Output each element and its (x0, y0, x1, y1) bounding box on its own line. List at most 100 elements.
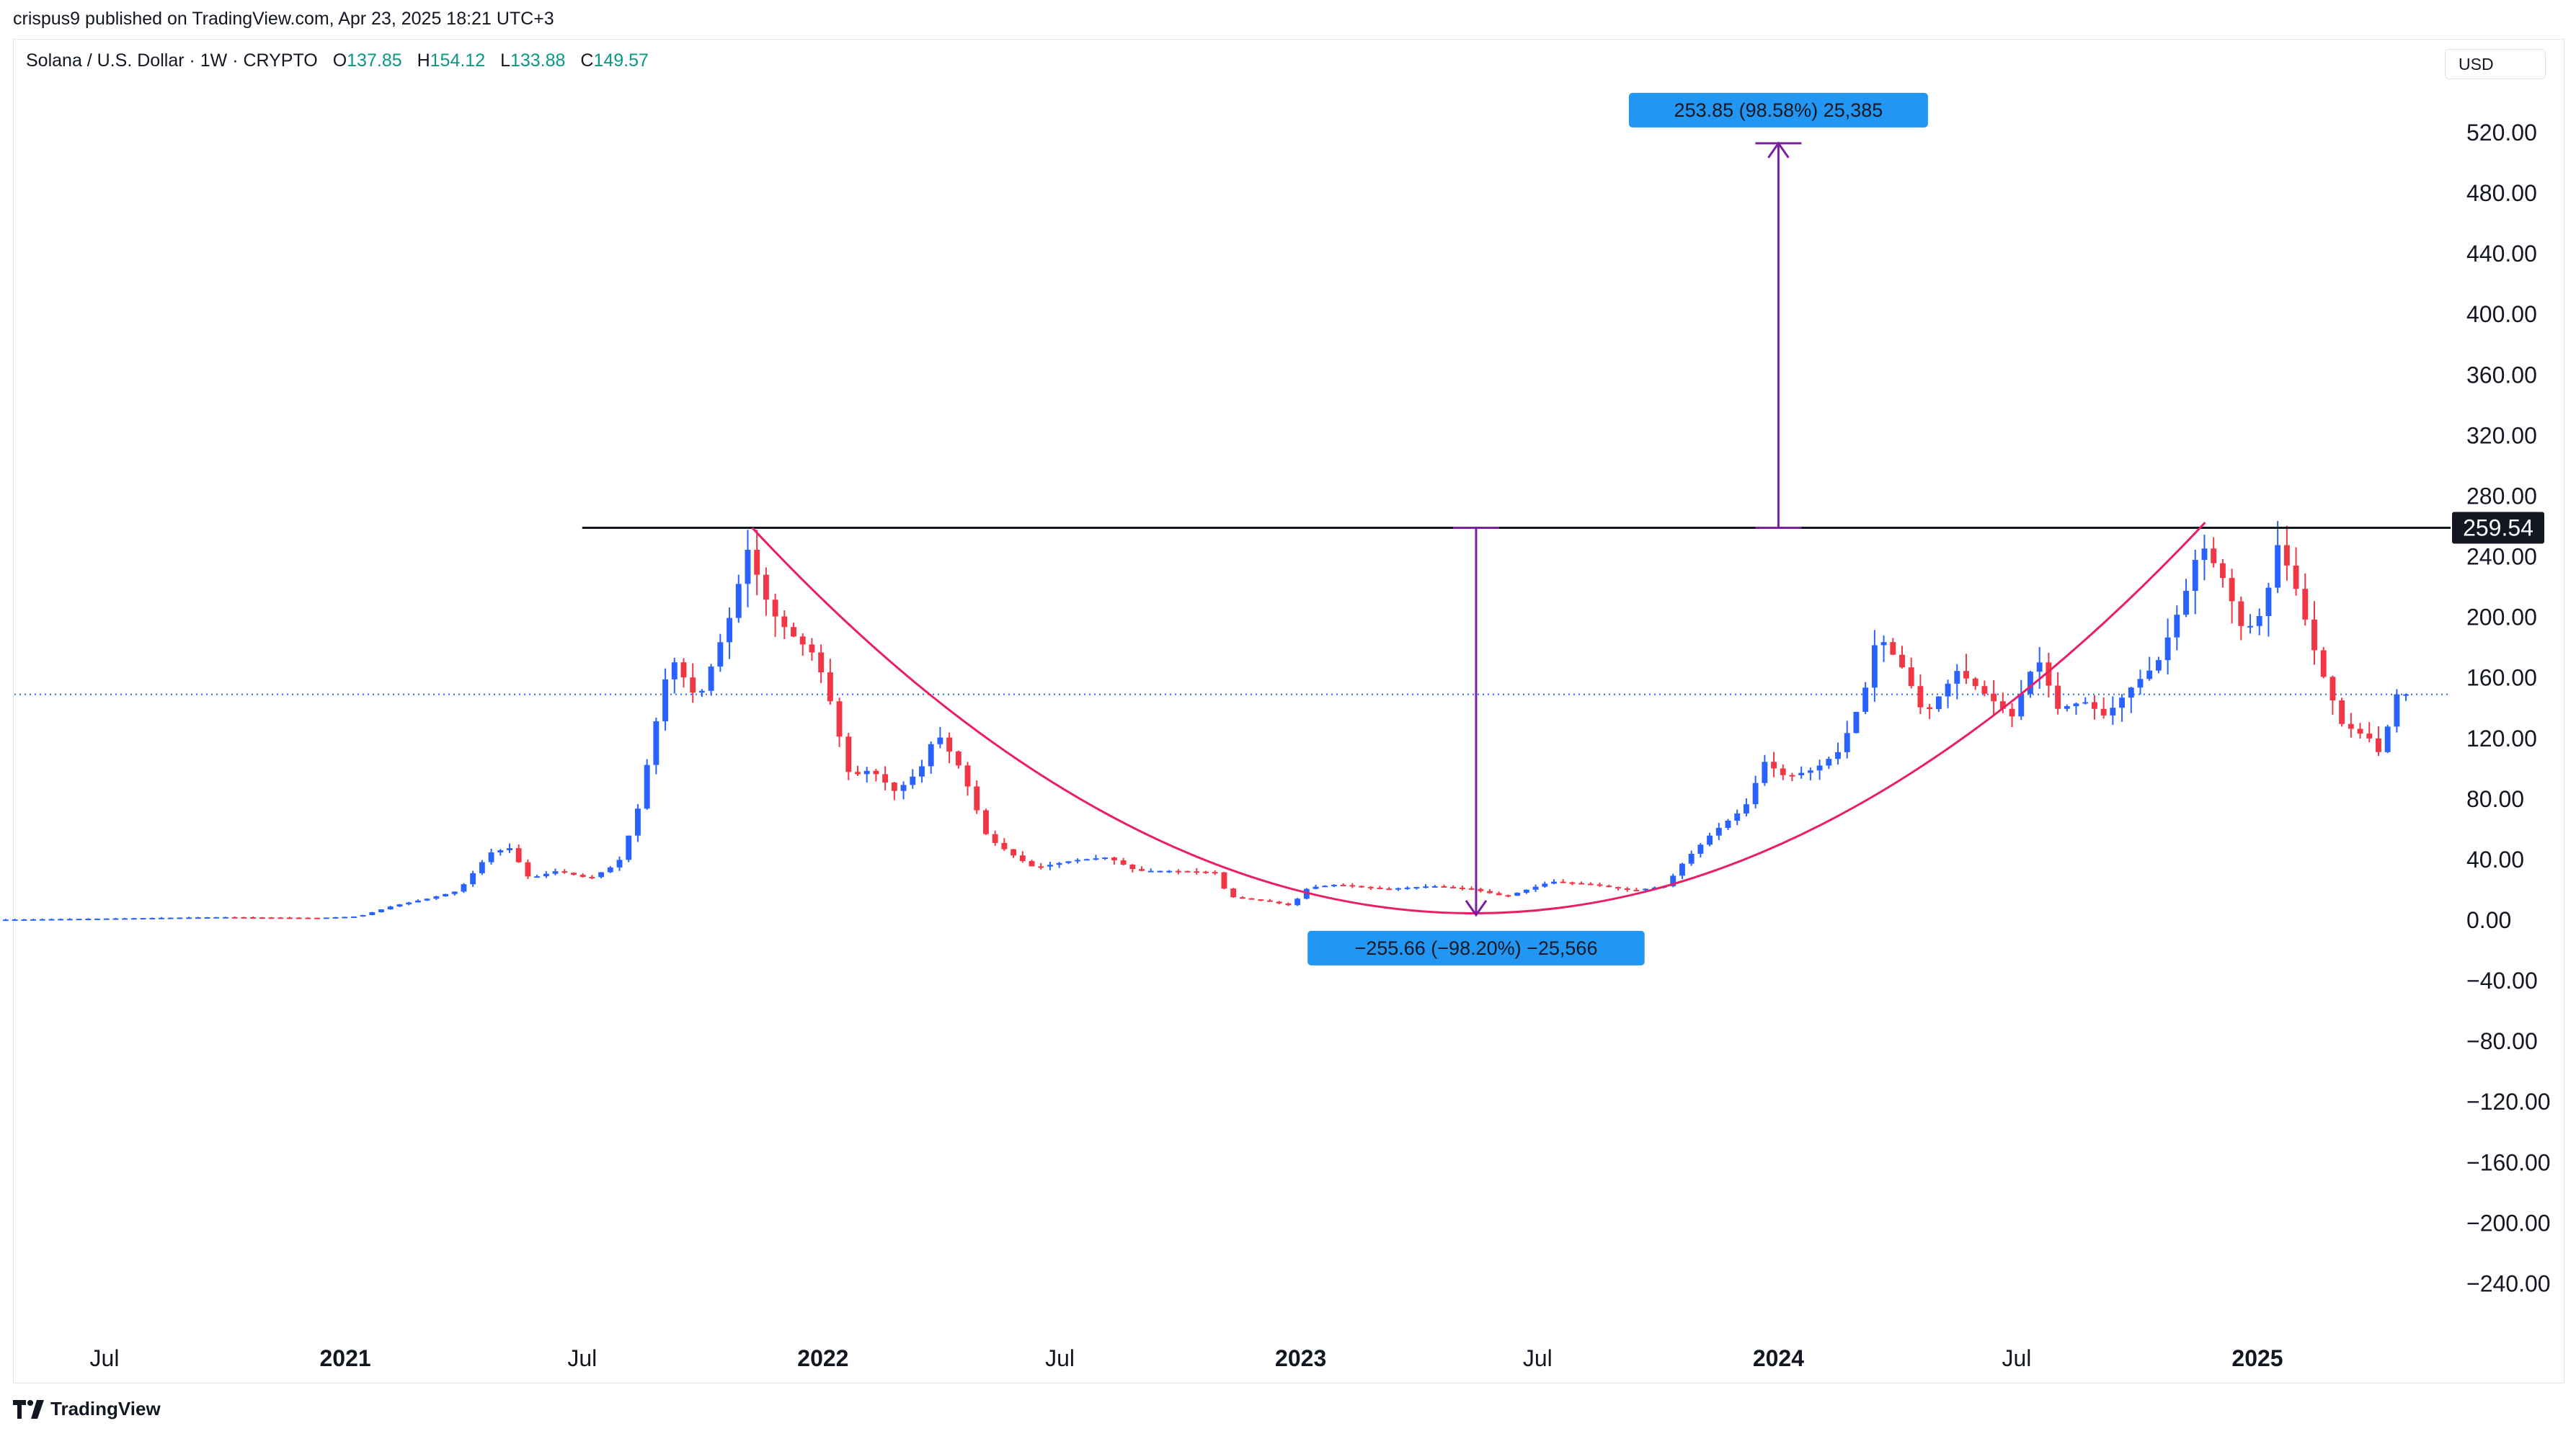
price-tick-label: 40.00 (2466, 847, 2524, 873)
candle-body (2036, 662, 2043, 672)
candle-body (534, 876, 541, 878)
footer-brand[interactable]: TradingView (13, 1398, 161, 1420)
candle-body (1862, 687, 1869, 712)
candle-body (223, 917, 228, 919)
price-tick-label: 360.00 (2466, 362, 2537, 388)
candle-body (2329, 677, 2336, 701)
candle-body (1981, 686, 1988, 694)
candle-body (433, 896, 440, 899)
candle-body (1743, 804, 1749, 813)
candle-body (332, 917, 339, 919)
candle-body (470, 873, 476, 885)
candle-body (653, 721, 659, 765)
currency-button[interactable]: USD (2445, 49, 2546, 79)
candle-body (1935, 696, 1942, 710)
candle-body (2174, 615, 2180, 638)
candle-body (1578, 883, 1585, 885)
candle-body (1826, 759, 1832, 766)
candle-body (1587, 883, 1594, 886)
open-label: O (332, 50, 347, 71)
candle-body (1505, 895, 1511, 897)
candle-body (497, 850, 504, 852)
candle-body (1972, 678, 1978, 687)
candle-body (112, 918, 119, 920)
symbol-name[interactable]: Solana / U.S. Dollar · 1W · CRYPTO (26, 50, 318, 71)
candle-body (140, 918, 146, 920)
candle-body (122, 918, 128, 920)
candle-body (2155, 660, 2162, 671)
price-tick-label: −240.00 (2466, 1270, 2551, 1296)
candle-body (1459, 887, 1465, 889)
candle-body (1313, 886, 1319, 889)
price-tick-label: 80.00 (2466, 786, 2524, 812)
candle-body (626, 835, 632, 860)
candle-body (1038, 866, 1044, 868)
candle-body (1111, 857, 1117, 861)
candle-body (241, 917, 247, 919)
candle-body (2348, 723, 2354, 729)
candle-body (1276, 901, 1282, 904)
candle-body (2376, 738, 2381, 752)
candle-body (12, 919, 18, 922)
candle-body (414, 900, 421, 903)
candle-body (296, 917, 302, 919)
candle-body (48, 919, 55, 921)
candle-body (937, 737, 943, 744)
candle-body (2311, 619, 2317, 651)
candle-body (2110, 708, 2116, 716)
candle-body (2128, 687, 2134, 698)
candle-body (1413, 887, 1420, 889)
candle-body (1532, 886, 1539, 890)
candle-body (2339, 700, 2345, 724)
candle-body (1359, 886, 1365, 888)
candle-body (2009, 708, 2015, 717)
candle-body (1523, 889, 1529, 893)
candle-body (1697, 844, 1704, 854)
candle-body (2064, 706, 2070, 709)
candle-body (1377, 887, 1383, 889)
candle-body (910, 776, 916, 785)
candle-body (1807, 770, 1813, 773)
published-by: crispus9 published on TradingView.com, A… (13, 9, 554, 29)
candle-body (1011, 849, 1017, 856)
candle-body (561, 871, 568, 873)
candle-body (515, 848, 522, 862)
candle-body (1514, 892, 1521, 896)
candle-body (1230, 888, 1237, 898)
candle-body (103, 918, 110, 920)
candle-body (2, 919, 9, 922)
time-tick-label: 2021 (320, 1345, 371, 1371)
time-tick-label: Jul (1045, 1345, 1075, 1371)
candle-body (30, 919, 36, 921)
candle-body (836, 701, 843, 737)
candle-body (1762, 762, 1768, 783)
candle-body (130, 918, 137, 920)
candle-body (2055, 685, 2061, 709)
candle-body (946, 737, 953, 752)
candle-body (451, 891, 458, 894)
candle-body (1670, 875, 1676, 886)
candle-body (571, 873, 577, 875)
candle-body (2018, 694, 2025, 717)
price-tick-label: −40.00 (2466, 968, 2538, 994)
candle-body (745, 550, 751, 584)
candle-body (680, 662, 687, 678)
candle-body (1679, 863, 1685, 876)
candle-body (2357, 728, 2363, 734)
candle-body (818, 652, 825, 673)
high-label: H (417, 50, 430, 71)
candle-body (94, 918, 100, 920)
candle-body (350, 916, 357, 918)
candle-body (1688, 853, 1695, 864)
candle-body (763, 574, 769, 600)
candle-body (1386, 888, 1393, 891)
candle-body (552, 871, 559, 874)
price-tick-label: 480.00 (2466, 180, 2537, 206)
candle-body (1816, 765, 1823, 771)
candle-body (1083, 859, 1090, 861)
candle-body (2366, 734, 2373, 739)
candle-body (1780, 768, 1786, 775)
candle-body (360, 914, 366, 917)
candle-body (479, 862, 485, 873)
